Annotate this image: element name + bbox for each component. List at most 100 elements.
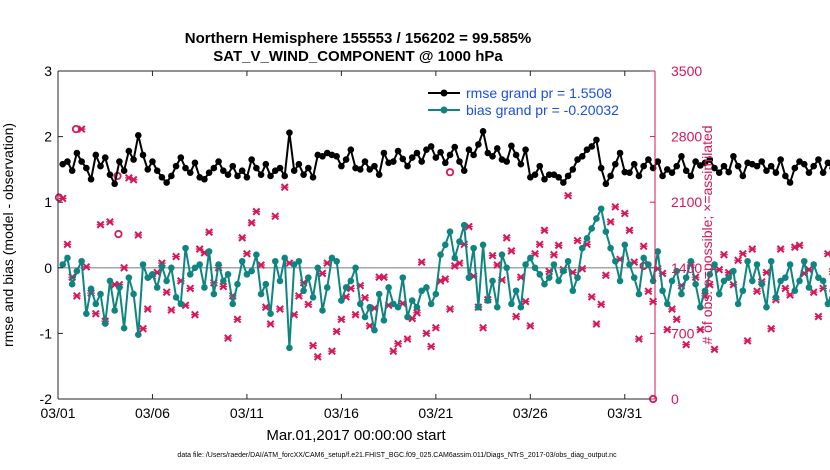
rmse-point — [517, 160, 525, 168]
rmse-point — [366, 166, 374, 173]
y-right-tick-label: 700 — [671, 325, 695, 341]
obs-assimilated-marker — [238, 233, 247, 242]
bias-point — [777, 277, 784, 285]
rmse-point — [281, 172, 289, 180]
obs-assimilated-marker — [351, 310, 360, 319]
bias-point — [593, 215, 600, 222]
rmse-point — [545, 171, 553, 178]
ticks-layer: 03/01 03/06 03/11 03/16 03/21 03/26 03/31 -2 -1 0… — [40, 63, 703, 421]
rmse-point — [630, 160, 638, 168]
rmse-point — [588, 143, 596, 150]
rmse-point — [380, 149, 388, 157]
obs-assimilated-marker — [162, 288, 171, 297]
bias-point — [597, 205, 605, 213]
obs-assimilated-marker — [767, 324, 776, 333]
bias-point — [824, 300, 830, 308]
rmse-point — [144, 166, 152, 173]
y-right-tick-label: 3500 — [671, 63, 702, 79]
bias-point — [800, 257, 808, 265]
obs-assimilated-marker — [672, 315, 681, 324]
obs-assimilated-marker — [294, 292, 303, 300]
rmse-point — [243, 173, 251, 181]
bias-point — [120, 324, 128, 332]
bias-point — [423, 284, 430, 291]
bias-point — [456, 238, 463, 245]
rmse-point — [555, 173, 562, 181]
obs-assimilated-marker — [611, 202, 620, 211]
bias-point — [290, 261, 298, 268]
x-tick-label: 03/16 — [324, 405, 359, 421]
obs-assimilated-marker — [413, 308, 421, 317]
rmse-point — [734, 162, 742, 170]
rmse-point — [168, 172, 175, 180]
rmse-point — [371, 162, 378, 170]
rmse-point — [574, 156, 581, 163]
bias-point — [753, 261, 761, 268]
bias-point — [347, 277, 355, 285]
rmse-point — [78, 158, 85, 165]
rmse-point — [531, 171, 539, 178]
obs-assimilated-marker — [493, 261, 502, 269]
rmse-point — [182, 164, 189, 172]
bias-point — [238, 257, 246, 265]
rmse-point — [446, 151, 454, 159]
obs-assimilated-marker — [143, 305, 152, 313]
obs-assimilated-marker — [710, 345, 719, 354]
obs-assimilated-marker — [304, 300, 313, 309]
bias-point — [319, 307, 326, 314]
rmse-point — [720, 162, 728, 170]
bias-point — [512, 287, 520, 295]
rmse-point — [423, 146, 430, 154]
y-right-tick-label: 0 — [671, 391, 679, 407]
bias-point — [744, 257, 751, 265]
rmse-point — [569, 166, 577, 173]
bias-point — [734, 300, 742, 308]
obs-assimilated-marker — [512, 312, 521, 321]
rmse-point — [441, 159, 449, 167]
rmse-point — [333, 152, 340, 160]
obs-assimilated-marker — [219, 282, 228, 291]
rmse-point — [503, 158, 510, 165]
rmse-point — [68, 167, 76, 175]
bias-point — [583, 234, 591, 242]
rmse-point — [111, 180, 118, 188]
bias-point — [97, 290, 104, 298]
bias-point — [106, 277, 114, 285]
bias-point — [531, 264, 539, 272]
rmse-point — [130, 156, 137, 163]
obs-assimilated-marker — [129, 175, 138, 184]
bias-point — [758, 280, 766, 288]
rmse-point — [432, 154, 440, 161]
obs-assimilated-marker — [644, 287, 653, 296]
obs-assimilated-marker — [734, 256, 743, 265]
obs-assimilated-marker — [337, 315, 346, 324]
rmse-point — [427, 143, 435, 150]
obs-assimilated-marker — [488, 251, 497, 260]
obs-assimilated-marker — [479, 323, 487, 332]
bias-point — [413, 303, 421, 311]
bias-point — [163, 277, 170, 285]
obs-assimilated-marker — [564, 191, 573, 200]
rmse-point — [663, 166, 671, 173]
rmse-point — [253, 164, 260, 172]
bias-point — [640, 254, 647, 262]
bias-point — [725, 274, 732, 281]
bias-point — [281, 254, 289, 262]
rmse-point — [668, 169, 676, 176]
rmse-point — [172, 162, 180, 170]
bias-point — [300, 287, 307, 295]
rmse-point — [692, 158, 699, 165]
obs-assimilated-marker — [507, 247, 516, 255]
bias-point — [295, 257, 303, 265]
obs-assimilated-marker — [191, 310, 199, 319]
bias-point — [541, 280, 548, 288]
rmse-point — [824, 159, 830, 167]
rmse-point — [451, 143, 459, 151]
x-tick-label: 03/11 — [230, 405, 264, 421]
bias-point — [356, 300, 364, 308]
rmse-point — [706, 156, 714, 163]
bias-point — [607, 244, 614, 252]
obs-assimilated-marker — [403, 335, 412, 343]
rmse-point — [460, 167, 468, 175]
